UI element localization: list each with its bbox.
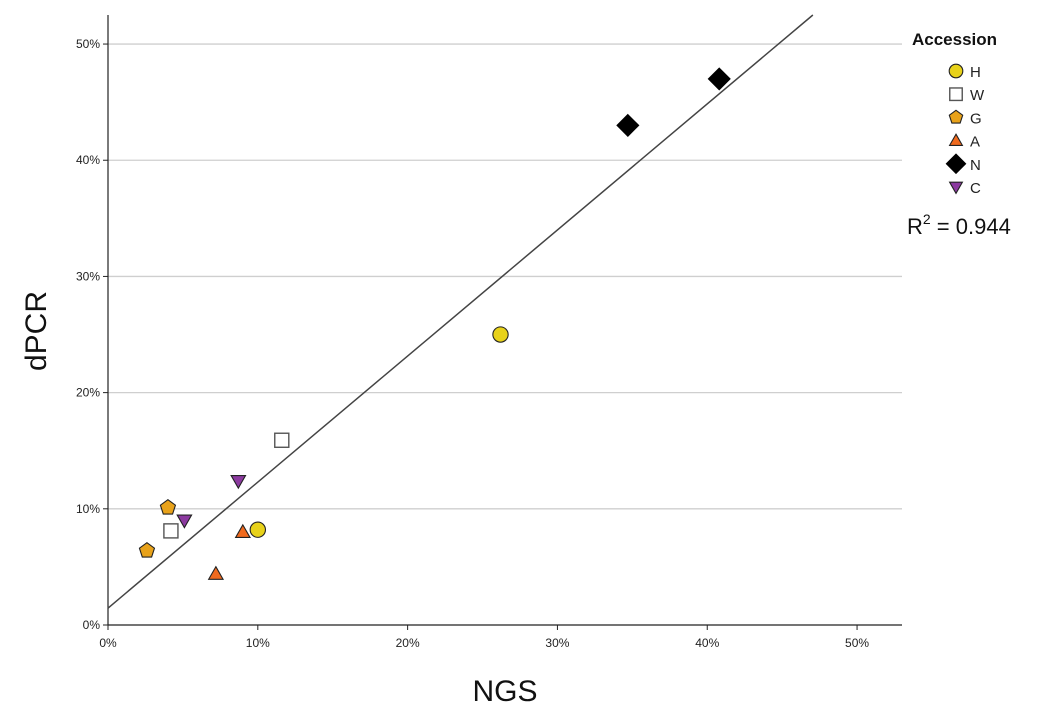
x-axis-ticks: 0% 10% 20% 30% 40% 50% xyxy=(99,625,869,650)
data-point-w xyxy=(274,432,290,448)
legend-marker-h xyxy=(948,63,964,79)
data-point-a xyxy=(234,523,251,538)
legend-marker-a xyxy=(948,133,964,146)
data-point-a xyxy=(207,565,225,580)
data-point-h xyxy=(249,521,267,538)
grid-lines xyxy=(108,43,902,510)
x-tick-label: 50% xyxy=(845,636,869,650)
legend-label-g: G xyxy=(970,110,982,127)
data-point-h xyxy=(492,326,509,343)
data-points xyxy=(138,67,731,580)
data-point-g xyxy=(159,499,177,515)
fit-line-group xyxy=(107,14,814,609)
data-point-c xyxy=(230,474,247,490)
legend-marker-g xyxy=(948,109,964,124)
x-axis-title: NGS xyxy=(472,675,537,708)
y-tick-label: 0% xyxy=(83,618,101,632)
r-squared-prefix: R xyxy=(907,214,923,239)
legend-label-n: N xyxy=(970,157,981,174)
y-tick-label: 20% xyxy=(76,386,100,400)
x-tick-label: 10% xyxy=(246,636,270,650)
y-tick-label: 50% xyxy=(76,37,100,51)
fit-line xyxy=(107,14,814,609)
legend-label-h: H xyxy=(970,64,981,81)
x-tick-label: 30% xyxy=(545,636,569,650)
r-squared-superscript: 2 xyxy=(923,211,931,227)
y-axis-title: dPCR xyxy=(20,291,53,371)
legend-marker-c xyxy=(948,181,964,195)
legend-label-a: A xyxy=(970,134,980,151)
legend-title: Accession xyxy=(912,30,997,49)
data-point-c xyxy=(176,514,193,529)
x-tick-label: 20% xyxy=(396,636,420,650)
y-tick-label: 10% xyxy=(76,502,100,516)
legend-label-c: C xyxy=(970,180,981,197)
legend-label-w: W xyxy=(970,87,985,104)
x-tick-label: 0% xyxy=(99,636,117,650)
legend-marker-w xyxy=(949,87,963,102)
data-point-g xyxy=(138,542,156,558)
x-tick-label: 40% xyxy=(695,636,719,650)
r-squared-value: = 0.944 xyxy=(931,214,1011,239)
legend-marker-n xyxy=(945,153,967,175)
data-point-n xyxy=(616,113,640,137)
data-point-n xyxy=(707,67,731,91)
data-point-w xyxy=(163,523,179,539)
y-axis-ticks: 0% 10% 20% 30% 40% 50% xyxy=(76,37,108,632)
y-tick-label: 40% xyxy=(76,153,100,167)
y-tick-label: 30% xyxy=(76,269,100,283)
r-squared-annotation: R2 = 0.944 xyxy=(907,211,1011,239)
